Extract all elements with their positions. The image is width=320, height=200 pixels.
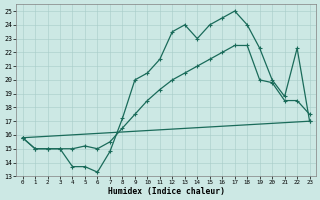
X-axis label: Humidex (Indice chaleur): Humidex (Indice chaleur) (108, 187, 225, 196)
